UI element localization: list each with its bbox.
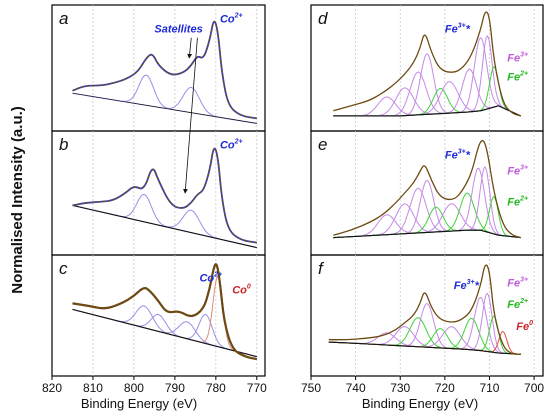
- panel-frame-d: [310, 4, 544, 132]
- peak-label-f-3: Fe0: [516, 320, 533, 333]
- x-tick-label-f-4: 710: [479, 381, 499, 395]
- panel-letter-e: e: [318, 135, 327, 154]
- panel-letter-b: b: [59, 135, 68, 154]
- x-tick-label-c-3: 790: [165, 381, 185, 395]
- background-line-c: [72, 308, 257, 358]
- x-tick-label-c-4: 780: [206, 381, 226, 395]
- peak-label-c-1: Co0: [232, 284, 251, 297]
- peak-label-b-0: Co2+: [220, 138, 243, 151]
- panel-letter-a: a: [59, 9, 68, 28]
- experimental-e: [333, 140, 521, 239]
- fit-peak-f-6: [328, 317, 521, 355]
- experimental-c: [72, 263, 258, 361]
- satellite-arrow-2: [183, 37, 198, 194]
- experimental-b: [72, 147, 257, 244]
- background-line-a: [72, 92, 257, 124]
- panel-frame-f: [310, 254, 544, 377]
- x-tick-label-f-0: 750: [301, 381, 321, 395]
- envelope-b: [72, 147, 257, 244]
- peak-label-e-2: Fe2+: [507, 195, 528, 208]
- peak-label-d-2: Fe2+: [507, 71, 528, 84]
- peak-label-d-1: Fe3+: [507, 52, 528, 65]
- x-tick-label-f-2: 730: [390, 381, 410, 395]
- x-tick-label-c-2: 800: [124, 381, 144, 395]
- x-tick-label-c-0: 820: [42, 381, 62, 395]
- peak-label-f-1: Fe3+: [507, 276, 528, 289]
- peak-label-f-2: Fe2+: [507, 298, 528, 311]
- experimental-a: [72, 21, 257, 120]
- peak-label-c-0: Co2+: [199, 272, 222, 285]
- peak-label-e-0: Fe3+*: [445, 148, 471, 161]
- fit-peak-d-5: [333, 81, 521, 117]
- y-axis-label: Normalised Intensity (a.u.): [9, 106, 26, 294]
- peak-label-e-1: Fe3+: [507, 164, 528, 177]
- panel-letter-d: d: [318, 9, 328, 28]
- peak-label-a-0: Satellites: [154, 24, 202, 36]
- fit-peak-e-8: [333, 166, 521, 239]
- peak-label-a-1: Co2+: [220, 13, 243, 26]
- panel-frame-c: [51, 254, 266, 377]
- left-x-axis-label: Binding Energy (eV): [81, 396, 197, 411]
- background-line-b: [72, 204, 257, 249]
- fit-peak-f-2: [328, 317, 521, 355]
- background-line-d: [333, 105, 521, 117]
- x-tick-label-f-5: 700: [524, 381, 544, 395]
- peak-label-d-0: Fe3+*: [445, 23, 471, 36]
- right-x-axis-label: Binding Energy (eV): [362, 396, 478, 411]
- experimental-d: [333, 11, 521, 117]
- panel-letter-f: f: [318, 259, 325, 278]
- experimental-f: [328, 264, 521, 355]
- background-line-e: [333, 229, 521, 239]
- x-tick-label-c-5: 770: [247, 381, 267, 395]
- x-tick-label-f-3: 720: [435, 381, 455, 395]
- x-tick-label-c-1: 810: [83, 381, 103, 395]
- satellite-arrow-1: [187, 37, 193, 59]
- background-line-f: [328, 341, 521, 355]
- panel-letter-c: c: [59, 259, 68, 278]
- peak-label-f-0: Fe3+*: [454, 279, 480, 292]
- fit-peak-a-0: [72, 74, 257, 124]
- x-tick-label-f-1: 740: [346, 381, 366, 395]
- fit-peak-e-7: [333, 167, 521, 239]
- fit-peak-f-9: [328, 315, 521, 355]
